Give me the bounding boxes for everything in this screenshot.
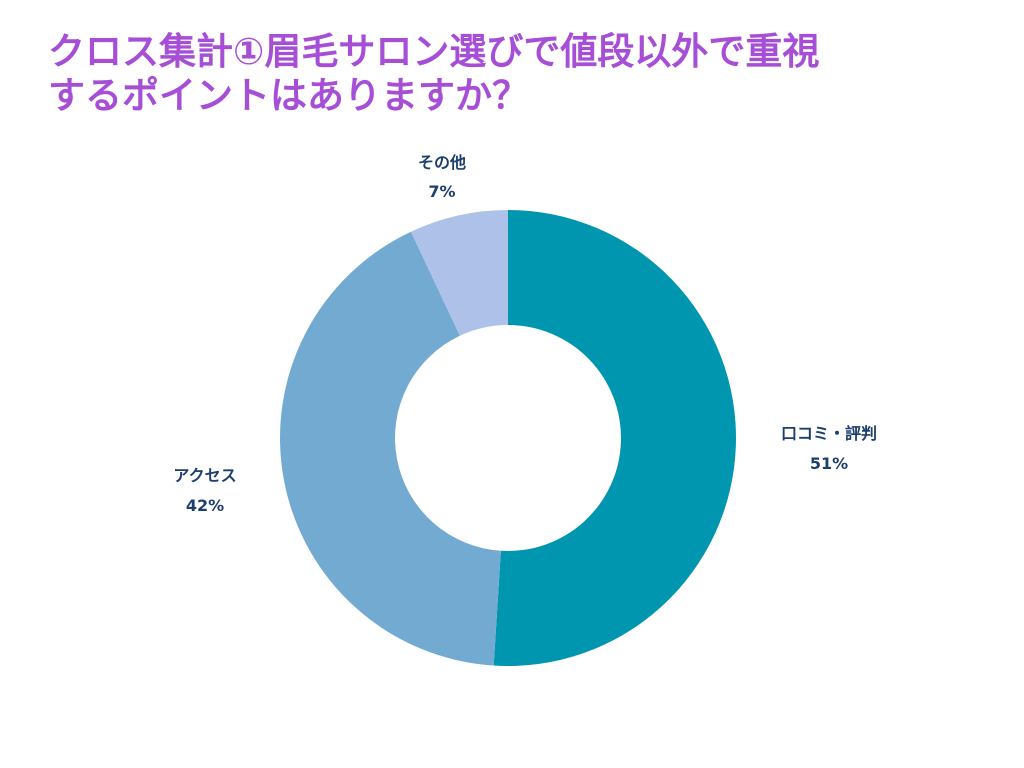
slice-value-access: 42% [186, 496, 224, 515]
donut-slice-other [410, 210, 508, 336]
slice-label-other: その他 [418, 153, 466, 172]
slice-value-reviews: 51% [810, 454, 848, 473]
slice-label-group-reviews: 口コミ・評判 51% [781, 424, 877, 473]
donut-slices [279, 210, 736, 666]
slice-label-access: アクセス [173, 466, 236, 485]
donut-slice-reviews [493, 210, 736, 666]
donut-slice-access [279, 231, 501, 666]
slice-label-group-access: アクセス 42% [173, 466, 236, 515]
slice-label-reviews: 口コミ・評判 [781, 424, 877, 443]
chart-title-line-1: クロス集計①眉毛サロン選びで値段以外で重視 [48, 30, 820, 73]
slice-value-other: 7% [428, 182, 455, 201]
chart-title: クロス集計①眉毛サロン選びで値段以外で重視 するポイントはありますか？ [48, 30, 988, 118]
chart-title-line-2: するポイントはありますか？ [48, 74, 529, 117]
slice-label-group-other: その他 7% [418, 153, 466, 201]
slice-labels: その他 7% 口コミ・評判 51% アクセス 42% [173, 153, 877, 515]
